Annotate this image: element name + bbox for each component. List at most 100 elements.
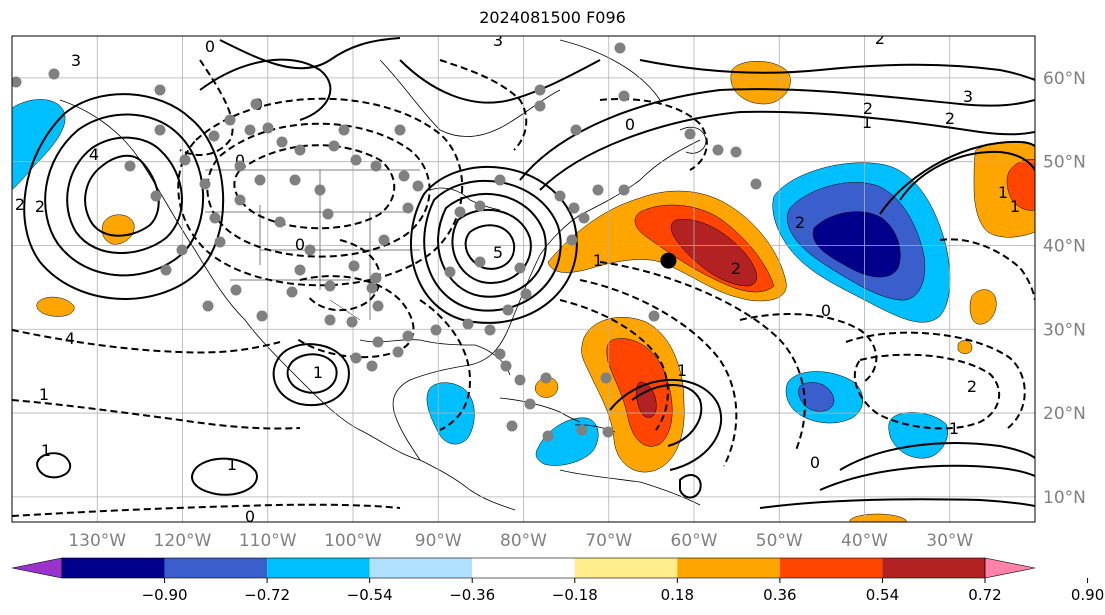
station-dot [304,244,316,256]
station-dot [712,144,724,156]
state-boundaries [205,169,420,321]
station-dot [244,124,256,136]
station-dot [176,244,188,256]
station-dot [366,282,378,294]
contour-label: 2 [863,99,873,118]
lat-tick-label: 30°N [1043,320,1086,340]
station-dot [154,124,166,136]
station-dot [524,398,536,410]
contour-label: 2 [875,29,885,48]
station-dot [350,352,362,364]
fill-positive-pacific-small-2 [36,296,75,317]
fill-positive-atlantic-small [957,340,973,354]
contour-label: 1 [39,385,49,404]
colorbar-tick-label: −0.36 [449,586,495,604]
anomaly-fill-layer [12,61,1035,522]
coastline-great-lakes [429,187,501,211]
coastline-north-america-west [59,99,361,431]
station-dot [474,256,486,268]
colorbar: −0.90 −0.72 −0.54 −0.36 −0.18 0.18 0.36 0.54 0.7… [11,557,1104,604]
station-dot [494,348,506,360]
colorbar-extend-high [984,557,1036,579]
coastline-cuba [499,397,581,423]
station-dot [684,128,696,140]
contour-label: 2 [795,213,805,232]
lon-tick-label: 100°W [324,531,382,551]
colorbar-segment [267,558,370,578]
station-dot [412,180,424,192]
station-dot [592,184,604,196]
station-dot [348,260,360,272]
station-dot [262,122,274,134]
colorbar-tick-label: 0.54 [866,586,899,604]
contour-solid [839,442,1035,471]
station-dot [372,336,384,348]
station-dot [322,208,334,220]
lon-tick-label: 110°W [239,531,297,551]
contour-solid [23,93,225,300]
coastline-greenland [559,39,661,101]
latitude-labels: 60°N 50°N 40°N 30°N 20°N 10°N [1043,69,1086,508]
contour-solid [819,464,1035,491]
station-dot [402,202,414,214]
contour-dashed [295,275,415,359]
contour-label: 3 [493,31,503,50]
coastline-central-america [359,429,516,511]
contour-label: 1 [949,419,959,438]
contour-label: 0 [245,507,255,526]
station-dot [224,114,236,126]
contour-solid [44,113,205,277]
contour-layer [12,37,1035,517]
colorbar-outline [61,557,986,579]
lon-tick-label: 80°W [500,531,547,551]
station-dot [506,420,518,432]
station-dot [350,154,362,166]
contour-solid [36,452,72,479]
contour-solid [519,88,1035,181]
station-dot [124,160,136,172]
station-dot [12,76,22,88]
contour-dashed [233,144,396,230]
lon-tick-label: 60°W [671,531,718,551]
contour-dashed [12,399,301,430]
station-dot [618,184,630,196]
station-dot [230,284,242,296]
station-dot [602,426,614,438]
station-dot [402,330,414,342]
colorbar-tick-label: 0.90 [1071,586,1104,604]
lon-tick-label: 70°W [585,531,632,551]
lat-tick-label: 60°N [1043,69,1086,89]
station-dot [199,178,211,190]
contour-solid [899,150,1035,201]
station-dot [444,266,456,278]
station-dot [254,174,266,186]
station-dot [454,206,466,218]
contour-label: 4 [65,329,75,348]
station-dot [500,360,512,372]
station-dot [534,84,546,96]
fill-negative-subtropical-atlantic-inner [798,382,835,412]
station-dot [208,130,220,142]
contour-label: 1 [677,361,687,380]
station-dot [750,178,762,190]
fill-positive-north-atlantic [730,61,791,105]
station-dot [160,264,172,276]
lat-tick-label: 50°N [1043,153,1086,173]
station-dot [154,84,166,96]
station-dot [370,160,382,172]
contour-dashed [206,122,431,258]
contour-solid [84,154,160,237]
contour-dashed [177,97,464,287]
figure-title: 2024081500 F096 [479,8,626,27]
contour-label: 2 [945,109,955,128]
contour-label: 0 [295,235,305,254]
colorbar-segment [574,558,678,578]
contour-dashed [845,331,1026,429]
contour-solid [609,378,723,471]
colorbar-segment [369,558,473,578]
colorbar-segment [472,558,575,578]
station-dot [600,372,612,384]
station-dot [502,304,514,316]
colorbar-segment [677,558,780,578]
station-dot [494,174,506,186]
